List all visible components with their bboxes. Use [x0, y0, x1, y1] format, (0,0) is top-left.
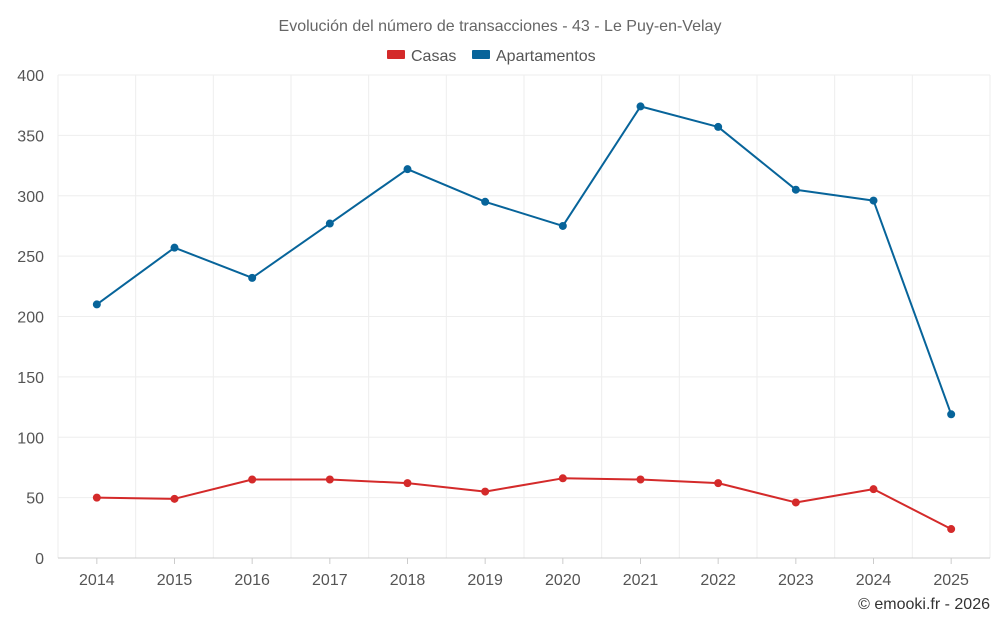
y-tick-label: 300 [17, 189, 44, 206]
x-tick-label: 2015 [157, 572, 193, 589]
data-point-apartamentos[interactable] [714, 122, 723, 131]
data-point-apartamentos[interactable] [92, 300, 101, 309]
credit-text: © emooki.fr - 2026 [858, 596, 990, 613]
y-tick-label: 350 [17, 128, 44, 145]
data-point-apartamentos[interactable] [869, 196, 878, 205]
y-tick-label: 100 [17, 430, 44, 447]
y-tick-label: 400 [17, 68, 44, 85]
y-tick-label: 150 [17, 370, 44, 387]
data-point-casas[interactable] [714, 479, 723, 488]
y-axis: 0 50 100 150 200 250 300 350 400 [17, 68, 44, 568]
y-tick-label: 200 [17, 310, 44, 327]
legend-swatch-casas [387, 50, 405, 59]
x-tick-label: 2021 [623, 572, 659, 589]
data-point-casas[interactable] [325, 475, 334, 484]
data-point-apartamentos[interactable] [558, 221, 567, 230]
data-point-apartamentos[interactable] [325, 219, 334, 228]
x-tick-label: 2017 [312, 572, 348, 589]
x-tick-label: 2019 [467, 572, 503, 589]
data-point-casas[interactable] [791, 498, 800, 507]
y-tick-label: 0 [35, 551, 44, 568]
x-tick-label: 2018 [390, 572, 426, 589]
data-point-casas[interactable] [403, 479, 412, 488]
x-tick-label: 2014 [79, 572, 115, 589]
y-tick-label: 250 [17, 249, 44, 266]
data-point-casas[interactable] [869, 485, 878, 494]
data-point-apartamentos[interactable] [791, 185, 800, 194]
grid [57, 74, 991, 558]
data-point-casas[interactable] [170, 494, 179, 503]
series-line-apartamentos [96, 105, 953, 415]
x-tick-label: 2025 [933, 572, 969, 589]
data-point-apartamentos[interactable] [636, 102, 645, 111]
x-axis: 2014 2015 2016 2017 2018 2019 2020 2021 2022 2023… [58, 557, 990, 589]
data-point-apartamentos[interactable] [481, 197, 490, 206]
series [92, 102, 956, 534]
data-point-apartamentos[interactable] [403, 165, 412, 174]
series-line-casas [96, 477, 952, 530]
x-tick-label: 2022 [700, 572, 736, 589]
legend-label-apartamentos[interactable]: Apartamentos [496, 48, 596, 65]
chart-title: Evolución del número de transacciones - … [279, 18, 722, 35]
x-tick-label: 2016 [234, 572, 270, 589]
data-point-casas[interactable] [248, 475, 257, 484]
data-point-apartamentos[interactable] [248, 273, 257, 282]
data-point-casas[interactable] [558, 474, 567, 483]
x-tick-label: 2020 [545, 572, 581, 589]
data-point-apartamentos[interactable] [947, 410, 956, 419]
data-point-casas[interactable] [947, 525, 956, 534]
legend-label-casas[interactable]: Casas [411, 48, 456, 65]
x-tick-label: 2024 [856, 572, 892, 589]
legend-swatch-apartamentos [472, 50, 490, 59]
data-point-apartamentos[interactable] [170, 243, 179, 252]
y-tick-label: 50 [26, 491, 44, 508]
legend: Casas Apartamentos [387, 48, 596, 65]
x-tick-label: 2023 [778, 572, 814, 589]
data-point-casas[interactable] [636, 475, 645, 484]
data-point-casas[interactable] [481, 487, 490, 496]
data-point-casas[interactable] [92, 493, 101, 502]
